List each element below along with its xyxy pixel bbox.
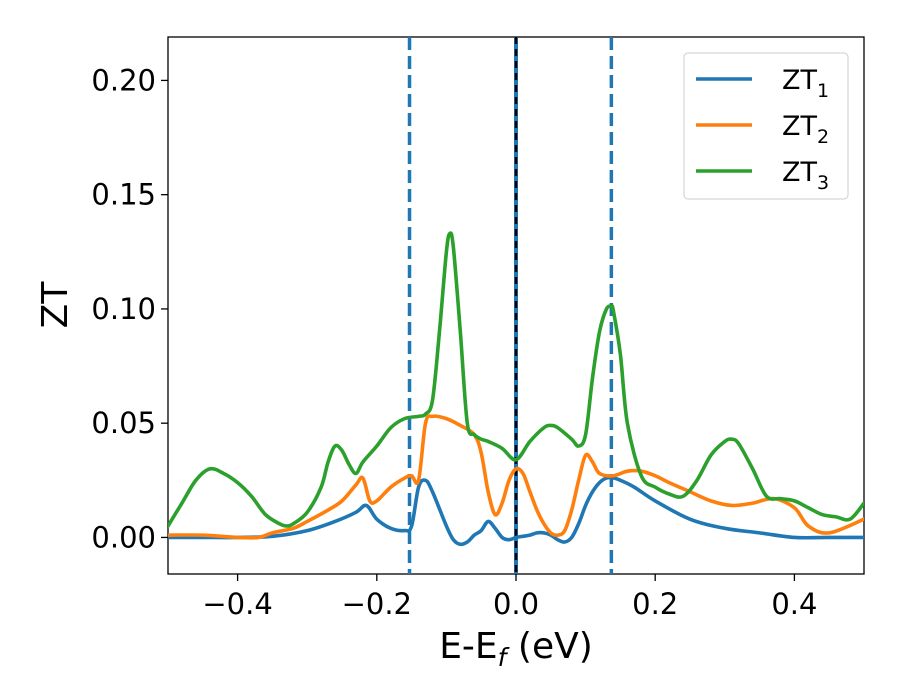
x-axis-label: E-Ef (eV): [439, 626, 593, 672]
x-axis-ticks: −0.4 −0.2 0.0 0.2 0.4: [202, 574, 817, 621]
y-axis-ticks: 0.00 0.05 0.10 0.15 0.20: [91, 63, 168, 554]
x-tick-label: −0.4: [202, 587, 272, 621]
legend-entry-subscript: 3: [817, 172, 829, 194]
legend-box: [683, 52, 849, 200]
y-tick-label: 0.20: [91, 63, 156, 97]
x-tick-label: 0.0: [493, 587, 539, 621]
x-axis-label-suffix: (eV): [506, 626, 592, 667]
y-tick-label: 0.15: [91, 178, 156, 212]
x-axis-label-base: E-E: [439, 626, 497, 667]
x-tick-label: 0.2: [632, 587, 678, 621]
legend-entry-zt3: ZT3: [782, 157, 829, 194]
legend-entry-subscript: 1: [817, 80, 829, 102]
legend-entry-subscript: 2: [817, 126, 829, 148]
series-line-zt2: [168, 414, 864, 540]
y-tick-label: 0.05: [91, 406, 156, 440]
legend-entry-zt1: ZT1: [782, 65, 829, 102]
series-lines: [168, 231, 864, 547]
x-tick-label: −0.2: [342, 587, 412, 621]
series-line-zt3: [168, 231, 864, 528]
y-tick-label: 0.10: [91, 292, 156, 326]
legend-entry-base: ZT: [782, 111, 817, 142]
y-axis-label: ZT: [35, 281, 76, 329]
y-tick-label: 0.00: [91, 520, 156, 554]
series-line-zt1: [168, 475, 864, 547]
legend-entry-base: ZT: [782, 157, 817, 188]
legend-entry-zt2: ZT2: [782, 111, 829, 148]
reference-lines: [407, 37, 614, 574]
legend-entry-base: ZT: [782, 65, 817, 96]
x-tick-label: 0.4: [771, 587, 817, 621]
